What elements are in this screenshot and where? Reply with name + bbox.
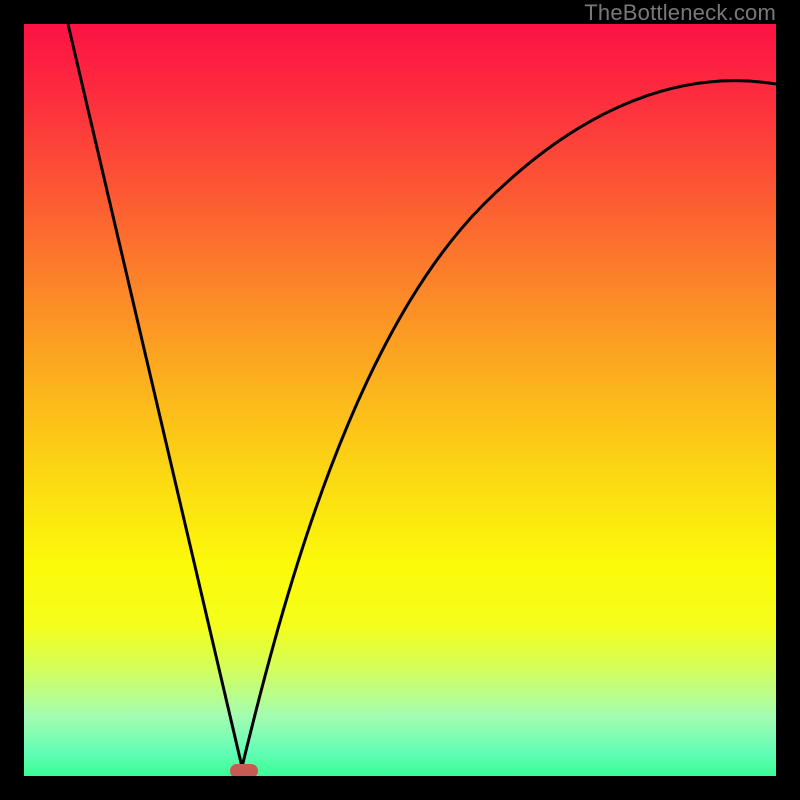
chart-frame: TheBottleneck.com bbox=[0, 0, 800, 800]
curve-layer bbox=[24, 24, 776, 776]
curve-right-segment bbox=[242, 81, 776, 767]
attribution-text: TheBottleneck.com bbox=[584, 0, 776, 26]
curve-left-segment bbox=[68, 24, 242, 767]
minimum-marker bbox=[230, 764, 258, 776]
plot-area bbox=[24, 24, 776, 776]
